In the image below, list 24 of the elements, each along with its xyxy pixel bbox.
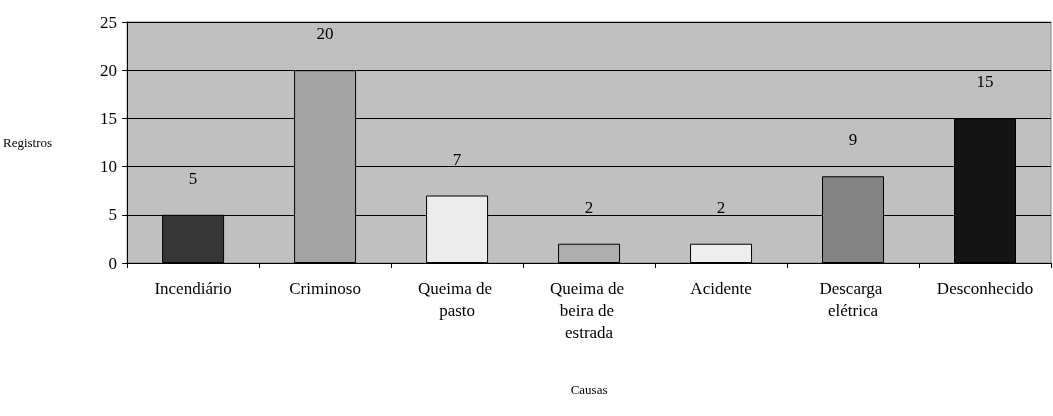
y-tick-label: 20 bbox=[100, 60, 118, 80]
y-axis-title: Registros bbox=[2, 135, 53, 150]
y-tick-label: 0 bbox=[108, 253, 118, 273]
data-label: 7 bbox=[452, 149, 462, 169]
x-tick-label: Descarga elétrica bbox=[819, 278, 887, 320]
x-tick-label: Acidente bbox=[690, 278, 752, 298]
y-tick-label: 15 bbox=[100, 108, 118, 128]
x-tick-label: Incendiário bbox=[154, 278, 232, 298]
data-label: 2 bbox=[716, 197, 726, 217]
y-tick-label: 10 bbox=[100, 157, 118, 177]
y-tick-label: 5 bbox=[108, 205, 118, 225]
x-axis-title: Causas bbox=[570, 382, 608, 397]
bar bbox=[690, 243, 753, 263]
bar bbox=[558, 243, 621, 263]
y-tick-label: 25 bbox=[100, 12, 118, 32]
data-label: 5 bbox=[188, 168, 198, 188]
x-tick-label: Desconhecido bbox=[936, 278, 1034, 298]
x-tick-label: Queima de beira de estrada bbox=[549, 278, 629, 342]
data-label: 20 bbox=[316, 24, 334, 44]
data-label: 9 bbox=[848, 130, 858, 150]
x-tick-label: Criminoso bbox=[289, 278, 361, 298]
data-label: 15 bbox=[976, 72, 994, 92]
data-label: 2 bbox=[584, 197, 594, 217]
x-tick-label: Queima de pasto bbox=[417, 278, 497, 320]
